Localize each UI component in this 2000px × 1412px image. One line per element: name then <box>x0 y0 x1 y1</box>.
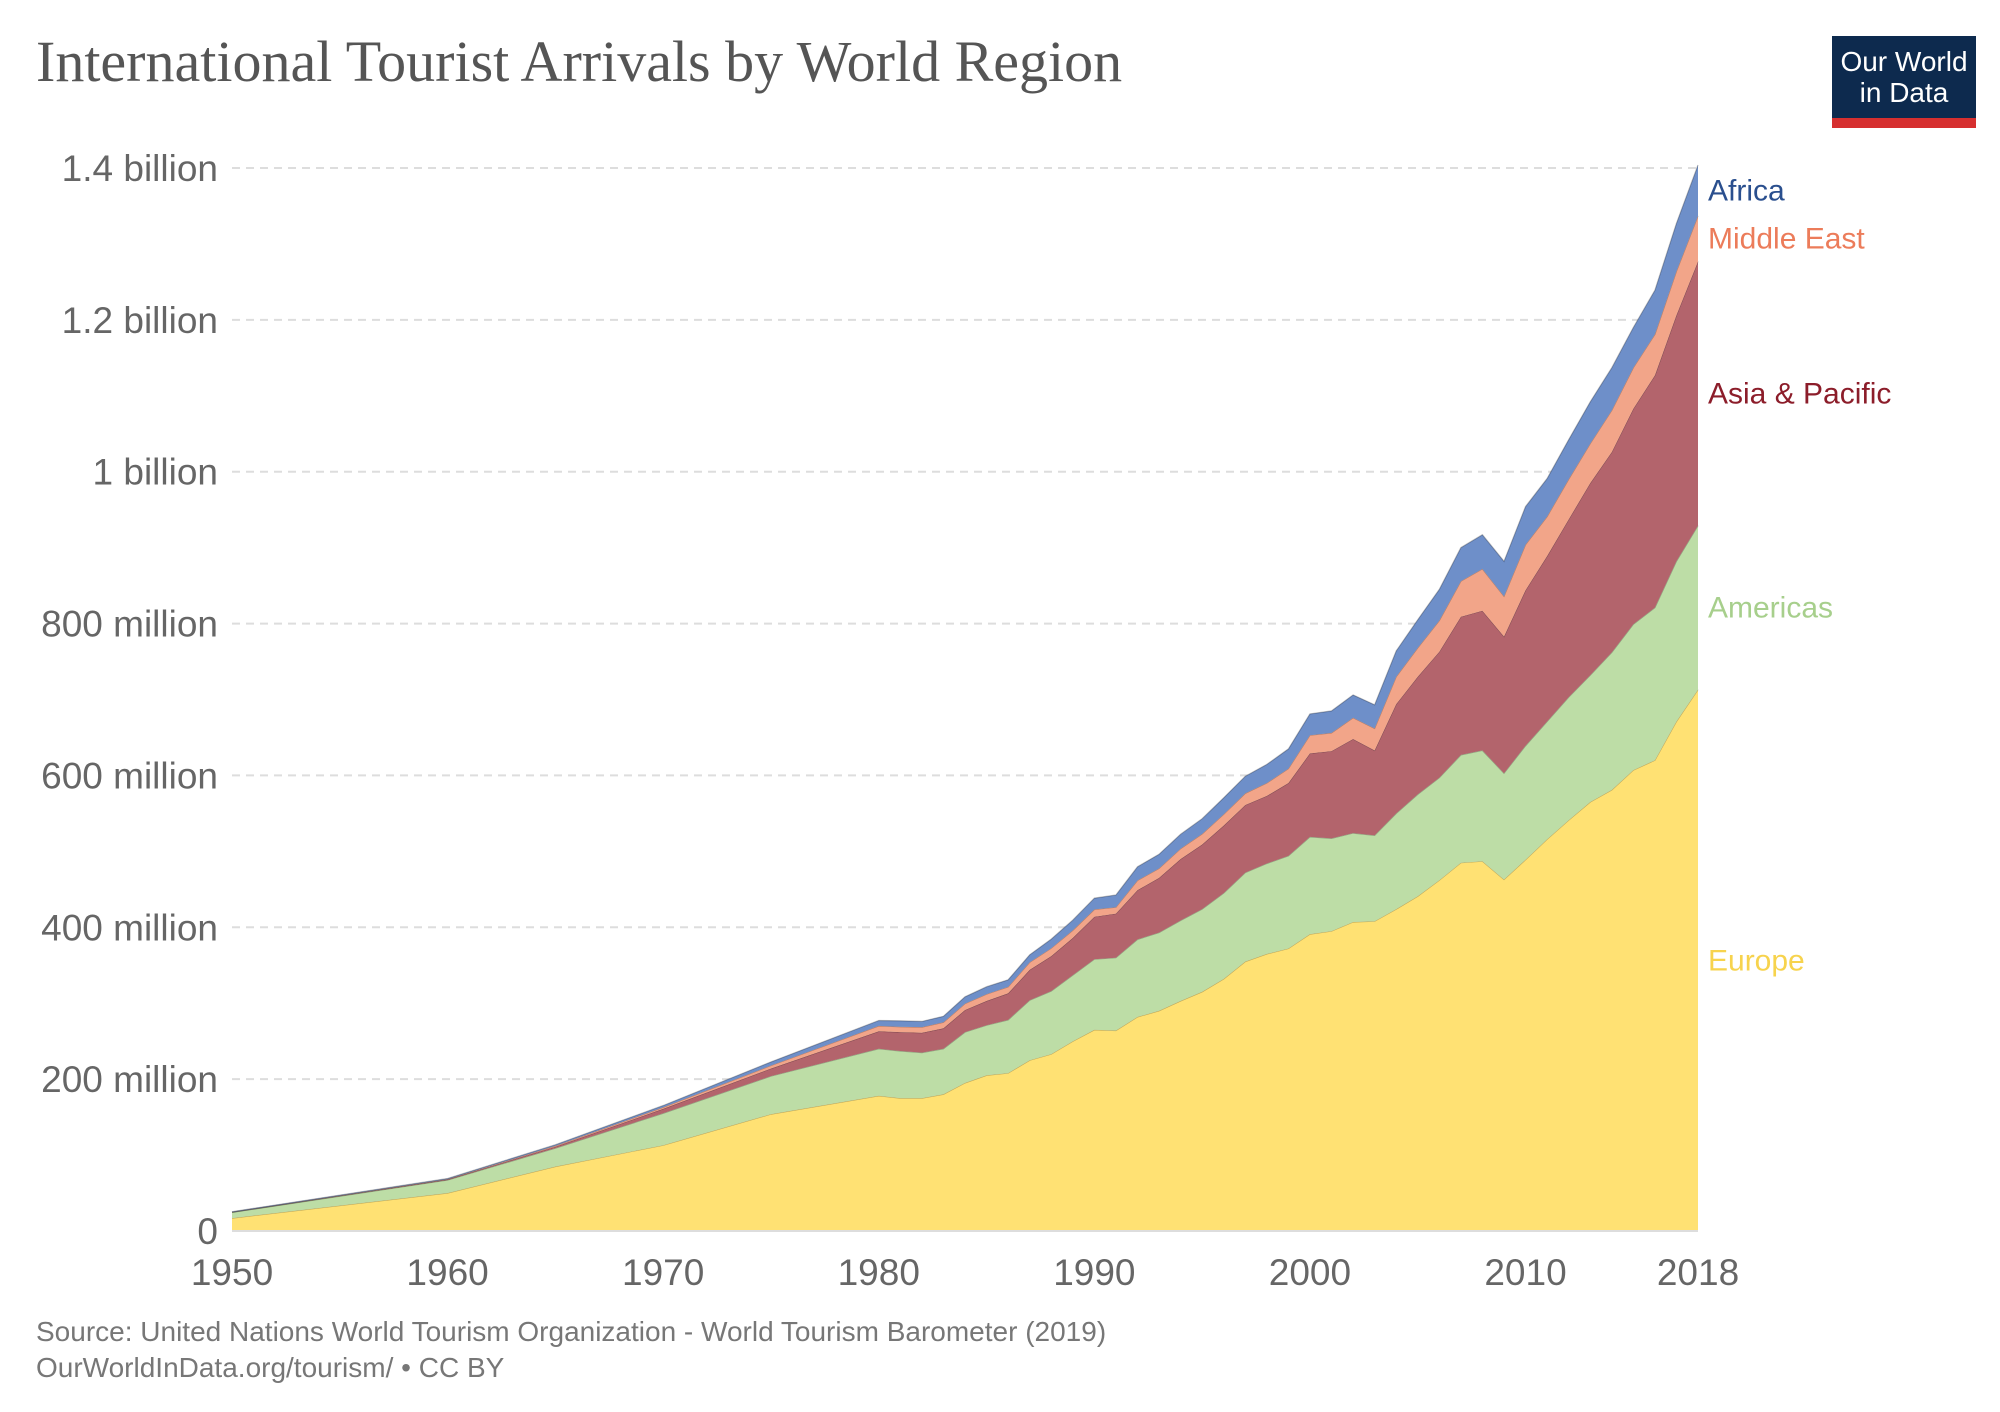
x-tick-label: 1990 <box>1053 1252 1135 1293</box>
area-africa[interactable] <box>232 165 1698 1213</box>
area-edge <box>231 164 1699 1213</box>
source-note: Source: United Nations World Tourism Org… <box>36 1316 1107 1347</box>
y-tick-label: 0 <box>197 1211 218 1252</box>
series-label: Asia & Pacific <box>1708 378 1891 411</box>
x-tick-label: 2018 <box>1657 1252 1739 1293</box>
area-americas[interactable] <box>232 525 1698 1219</box>
license-link[interactable]: OurWorldInData.org/tourism/ • CC BY <box>36 1352 505 1383</box>
x-axis-ticks: 1950 1960 1970 1980 1990 2000 2010 2018 <box>191 1252 1739 1293</box>
x-tick-label: 2010 <box>1484 1252 1566 1293</box>
x-tick-label: 1980 <box>838 1252 920 1293</box>
logo-line-2: in Data <box>1859 77 1949 108</box>
y-tick-label: 1 billion <box>93 452 218 493</box>
series-label: Americas <box>1708 592 1833 625</box>
chart-title: International Tourist Arrivals by World … <box>36 29 1123 94</box>
area-europe[interactable] <box>232 689 1698 1231</box>
stacked-areas <box>231 164 1699 1231</box>
y-tick-label: 600 million <box>41 755 218 796</box>
y-axis-ticks: 0 200 million 400 million 600 million 800 mi… <box>41 148 218 1252</box>
x-tick-label: 1950 <box>191 1252 273 1293</box>
chart-area: 0 200 million 400 million 600 million 800 mi… <box>41 148 1891 1293</box>
logo-line-1: Our World <box>1840 46 1968 77</box>
series-label: Europe <box>1708 944 1805 977</box>
x-tick-label: 1970 <box>622 1252 704 1293</box>
x-tick-label: 1960 <box>406 1252 488 1293</box>
series-labels: Africa Middle East Asia & Pacific Americas E… <box>1708 174 1891 977</box>
area-asia-pacific[interactable] <box>232 261 1698 1213</box>
y-tick-label: 1.2 billion <box>62 300 218 341</box>
y-tick-label: 400 million <box>41 907 218 948</box>
y-tick-label: 200 million <box>41 1059 218 1100</box>
series-label: Middle East <box>1708 223 1865 256</box>
x-tick-label: 2000 <box>1269 1252 1351 1293</box>
owid-logo[interactable]: Our World in Data <box>1832 36 1976 128</box>
y-tick-label: 1.4 billion <box>62 148 218 189</box>
series-label: Africa <box>1708 174 1785 207</box>
y-tick-label: 800 million <box>41 604 218 645</box>
